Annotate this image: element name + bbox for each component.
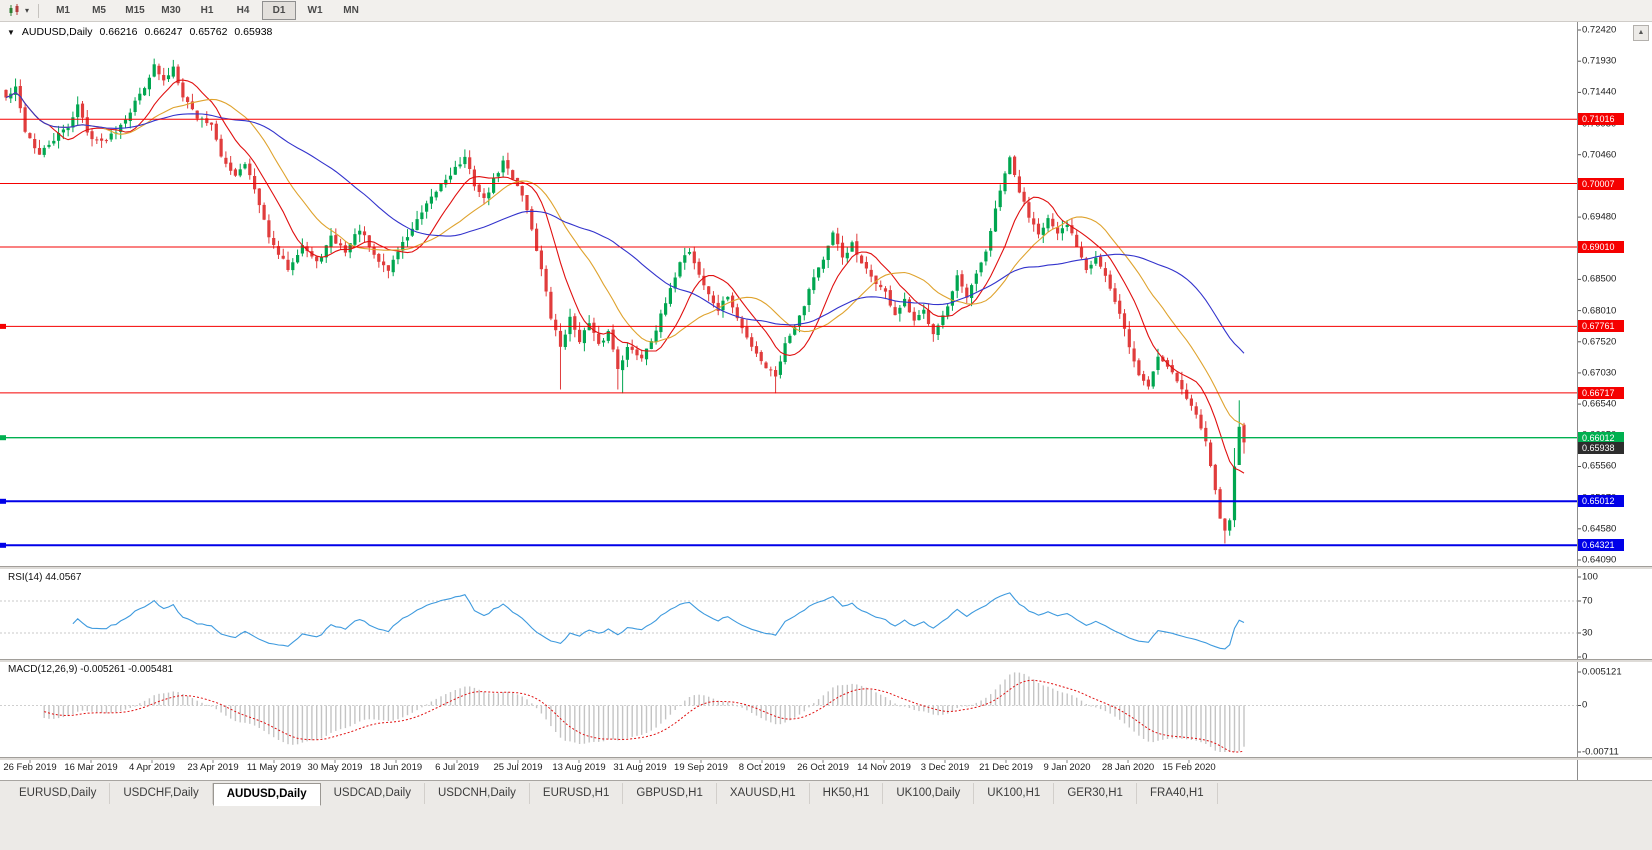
collapse-chart-icon[interactable]: ▼ (7, 27, 15, 37)
timeframe-button-m15[interactable]: M15 (125, 5, 145, 16)
price-axis-separator (1577, 21, 1578, 780)
chart-tab-usdchf-daily[interactable]: USDCHF,Daily (110, 783, 213, 804)
dropdown-caret-icon: ▾ (25, 5, 30, 15)
ma-line-10 (5, 79, 1245, 474)
pane-divider[interactable] (0, 659, 1652, 662)
rsi-line (72, 592, 1245, 650)
timeframe-button-h1[interactable]: H1 (200, 5, 214, 16)
chart-tab-uk100-h1[interactable]: UK100,H1 (974, 783, 1055, 804)
toolbar-separator (38, 3, 40, 18)
timeframe-button-m30[interactable]: M30 (161, 5, 181, 16)
hline-left-marker[interactable] (0, 542, 6, 548)
timeframe-button-d1[interactable]: D1 (262, 1, 297, 20)
ohlc-low: 0.65762 (189, 26, 228, 38)
ohlc-high: 0.66247 (144, 26, 183, 38)
hline-left-marker[interactable] (0, 435, 6, 441)
macd-signal-line (44, 679, 1245, 753)
pane-divider[interactable] (0, 566, 1652, 569)
ma-line-21 (5, 91, 1245, 426)
chart-tab-gbpusd-h1[interactable]: GBPUSD,H1 (623, 783, 717, 804)
macd-label: MACD(12,26,9) -0.005261 -0.005481 (8, 664, 174, 675)
ma-line-42 (5, 91, 1245, 354)
rsi-label: RSI(14) 44.0567 (8, 572, 82, 583)
timeframe-toolbar: ▾ M1 M5 M15 M30 H1 H4 D1 W1 MN (0, 0, 1652, 22)
chart-tab-eurusd-h1[interactable]: EURUSD,H1 (530, 783, 624, 804)
chart-tab-fra40-h1[interactable]: FRA40,H1 (1137, 783, 1218, 804)
chart-title: ▼ AUDUSD,Daily 0.66216 0.66247 0.65762 0… (7, 26, 272, 38)
ohlc-close: 0.65938 (234, 26, 273, 38)
chart-tab-ger30-h1[interactable]: GER30,H1 (1054, 783, 1137, 804)
candlestick-chart-icon (8, 4, 23, 17)
timeframe-buttons: M1 M5 M15 M30 H1 H4 D1 W1 MN (45, 1, 369, 20)
macd-histogram (43, 672, 1245, 752)
hline-left-marker[interactable] (0, 498, 6, 504)
timeframe-button-m5[interactable]: M5 (92, 5, 106, 16)
chart-tab-audusd-daily[interactable]: AUDUSD,Daily (212, 783, 321, 806)
chart-tab-usdcnh-daily[interactable]: USDCNH,Daily (425, 783, 530, 804)
hline-left-marker[interactable] (0, 323, 6, 329)
ohlc-open: 0.66216 (99, 26, 138, 38)
timeframe-button-h4[interactable]: H4 (236, 5, 250, 16)
chart-tool-button[interactable]: ▾ (5, 2, 32, 19)
chart-tab-xauusd-h1[interactable]: XAUUSD,H1 (717, 783, 810, 804)
chart-symbol-label: AUDUSD,Daily (21, 26, 93, 38)
chart-tab-bar: EURUSD,Daily USDCHF,Daily AUDUSD,Daily USDC… (0, 780, 1652, 850)
pane-divider[interactable] (0, 757, 1652, 760)
chart-tab-eurusd-daily[interactable]: EURUSD,Daily (6, 783, 111, 804)
timeframe-button-w1[interactable]: W1 (307, 5, 323, 16)
timeframe-button-mn[interactable]: MN (343, 5, 359, 16)
candlestick-series (4, 58, 1246, 544)
chart-tab-usdcad-daily[interactable]: USDCAD,Daily (321, 783, 425, 804)
chart-tab-uk100-daily[interactable]: UK100,Daily (883, 783, 975, 804)
scroll-up-button[interactable]: ▲ (1633, 25, 1649, 41)
timeframe-button-m1[interactable]: M1 (56, 5, 70, 16)
chart-tab-hk50-h1[interactable]: HK50,H1 (810, 783, 884, 804)
